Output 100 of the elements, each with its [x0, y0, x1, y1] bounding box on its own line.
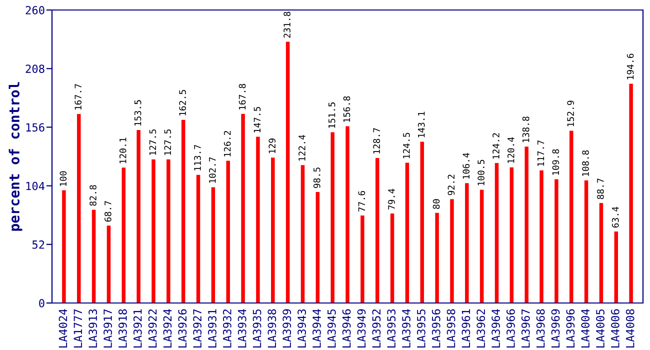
x-tick-label: LA3918 — [118, 309, 127, 348]
x-tick-label: LA3932 — [222, 310, 232, 348]
bar — [316, 192, 320, 303]
data-label: 122.4 — [298, 134, 306, 161]
x-tick-label: LA3949 — [357, 309, 366, 348]
data-label: 88.7 — [597, 178, 604, 200]
bar — [420, 142, 424, 303]
bar — [241, 114, 245, 303]
data-label: 124.2 — [492, 133, 500, 159]
data-label: 138.8 — [522, 116, 530, 142]
bar — [629, 84, 633, 303]
data-label: 152.9 — [567, 100, 574, 126]
x-tick-label: LA4005 — [596, 309, 604, 348]
data-label: 231.8 — [284, 12, 290, 38]
data-label: 113.7 — [194, 144, 201, 170]
x-tick-label: LA3953 — [387, 309, 396, 348]
bar — [450, 199, 454, 303]
bar — [226, 160, 230, 303]
bar — [540, 170, 544, 303]
bar — [570, 130, 574, 303]
data-label: 106.4 — [462, 152, 470, 179]
x-tick-label: LA3961 — [462, 309, 470, 348]
x-tick-label: LA3952 — [372, 310, 381, 348]
data-label: 68.7 — [104, 201, 112, 222]
bar — [77, 114, 81, 303]
bar — [256, 136, 260, 303]
bar — [584, 180, 588, 303]
x-tick-label: LA3964 — [492, 309, 500, 348]
bar — [554, 179, 558, 303]
data-label: 100.5 — [478, 160, 484, 186]
data-label: 151.5 — [328, 102, 336, 128]
bar — [271, 158, 275, 303]
data-label: 143.1 — [418, 112, 425, 138]
x-tick-label: LA3939 — [282, 309, 292, 348]
bar — [599, 203, 604, 303]
x-tick-label: LA3956 — [432, 309, 440, 348]
x-tick-label: LA3943 — [298, 309, 306, 348]
bar — [510, 167, 514, 303]
x-tick-label: LA1777 — [74, 309, 82, 348]
bar — [465, 183, 469, 303]
y-axis-title: percent of control — [8, 82, 22, 231]
bar — [330, 132, 334, 303]
data-label: 120.1 — [119, 138, 126, 164]
x-tick-label: LA3945 — [327, 309, 336, 348]
x-tick-label: LA3966 — [506, 309, 515, 348]
x-tick-label: LA3926 — [178, 309, 187, 348]
bar — [181, 120, 186, 303]
bar — [435, 212, 439, 303]
x-tick-label: LA3917 — [104, 309, 112, 348]
bar — [196, 174, 200, 303]
x-tick-label: LA3996 — [566, 309, 575, 348]
x-tick-label: LA3969 — [551, 309, 560, 348]
bar — [360, 216, 364, 303]
x-tick-label: LA3958 — [446, 309, 456, 348]
y-tick-label: 156 — [26, 123, 44, 132]
x-tick-label: LA3935 — [252, 309, 262, 348]
data-label: 92.2 — [448, 174, 455, 196]
data-label: 63.4 — [612, 206, 619, 228]
data-label: 153.5 — [134, 100, 142, 126]
y-tick-label: 104 — [26, 182, 45, 190]
bar — [480, 190, 484, 303]
x-tick-label: LA3968 — [536, 309, 545, 348]
x-tick-label: LA3921 — [133, 309, 142, 348]
y-tick-label: 260 — [26, 6, 44, 14]
x-tick-label: LA3944 — [312, 309, 321, 348]
data-label: 126.2 — [224, 130, 231, 156]
x-tick-label: LA3946 — [342, 309, 351, 348]
data-label: 124.5 — [403, 132, 410, 158]
bar — [614, 232, 618, 303]
bar — [152, 159, 156, 303]
x-tick-label: LA4024 — [58, 309, 68, 348]
data-label: 162.5 — [179, 90, 186, 116]
data-label: 79.4 — [388, 188, 395, 210]
data-label: 167.8 — [238, 84, 246, 110]
bar — [92, 210, 96, 303]
bar — [286, 42, 290, 303]
data-label: 82.8 — [90, 185, 96, 206]
data-label: 102.7 — [208, 157, 216, 183]
bar — [390, 214, 394, 303]
x-tick-label: LA4006 — [610, 309, 620, 348]
x-tick-label: LA4008 — [626, 309, 634, 348]
x-tick-label: LA3924 — [163, 309, 172, 348]
data-label: 80 — [432, 199, 440, 209]
x-tick-label: LA3938 — [268, 309, 276, 348]
bar — [106, 226, 111, 303]
data-label: 147.5 — [254, 106, 261, 132]
bar — [346, 126, 350, 303]
data-label: 117.7 — [537, 140, 544, 166]
x-tick-label: LA3913 — [88, 309, 98, 348]
bar — [494, 163, 499, 303]
data-label: 156.8 — [343, 96, 350, 122]
bar — [166, 159, 170, 303]
data-label: 194.6 — [626, 54, 634, 80]
y-tick-label: 0 — [39, 299, 44, 308]
data-label: 108.8 — [582, 150, 589, 176]
data-label: 127.5 — [149, 129, 156, 155]
x-tick-label: LA3955 — [416, 309, 426, 348]
data-label: 100 — [60, 171, 67, 186]
x-tick-label: LA3934 — [238, 309, 246, 348]
x-tick-label: LA4004 — [581, 309, 590, 348]
